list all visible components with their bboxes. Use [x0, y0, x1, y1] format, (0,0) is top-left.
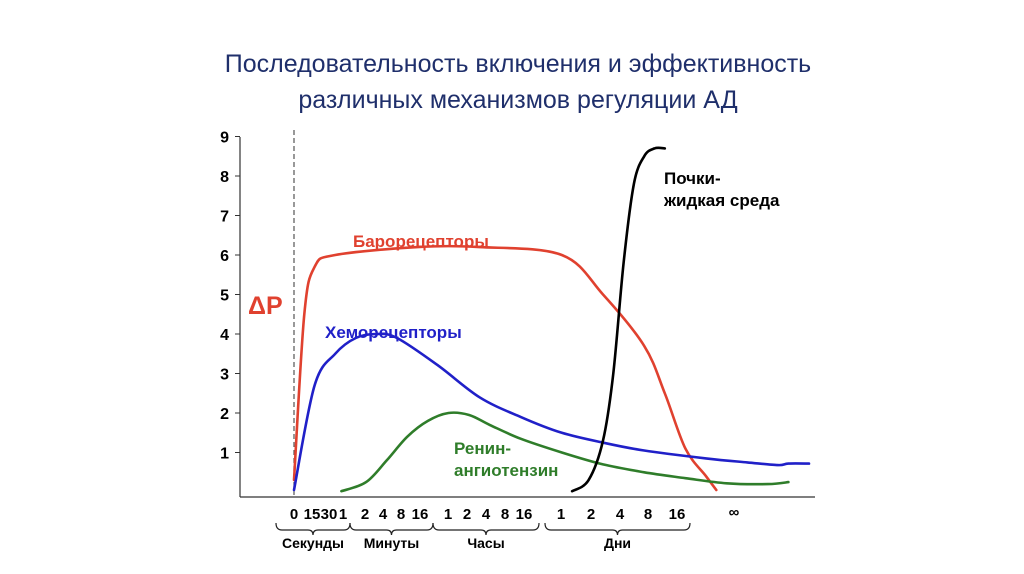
- x-ticks: 0 15 30 1 2 4 8 16 1 2 4 8 16 1 2 4 8 16 ∞: [290, 504, 740, 523]
- x-tick-label: 2: [361, 506, 369, 523]
- y-tick-label: 5: [220, 288, 229, 305]
- time-group-label: Часы: [467, 535, 504, 551]
- series-label-renin-angiotensin: Ренин-ангиотензин: [454, 439, 558, 480]
- time-group-label: Дни: [604, 535, 631, 551]
- x-tick-label: 1: [557, 506, 565, 523]
- x-tick-label: 16: [516, 506, 533, 523]
- title-line-1: Последовательность включения и эффективн…: [224, 50, 812, 78]
- x-tick-label: 8: [501, 506, 509, 523]
- x-tick-label: 30: [321, 506, 338, 523]
- x-tick-label: 15: [304, 506, 321, 523]
- time-group-braces: Секунды Минуты Часы Дни: [275, 522, 691, 551]
- time-group-brace: [275, 522, 351, 536]
- x-tick-label: ∞: [729, 504, 740, 521]
- y-axis-label: ΔP: [248, 292, 283, 320]
- x-tick-label: 2: [587, 506, 595, 523]
- axes: [239, 130, 815, 498]
- y-tick-label: 8: [220, 169, 229, 186]
- time-group-brace: [432, 522, 540, 536]
- chart-title: Последовательность включения и эффективн…: [0, 46, 1024, 118]
- series-line-renin-angiotensin: [340, 411, 790, 493]
- y-tick-label: 6: [220, 248, 229, 265]
- time-group-label: Секунды: [282, 535, 344, 551]
- x-tick-label: 16: [412, 506, 429, 523]
- series-labels: Барорецепторы Хеморецепторы Ренин-ангиотен…: [325, 169, 780, 480]
- y-ticks: 1 2 3 4 5 6 7 8 9: [220, 130, 240, 463]
- x-tick-label: 0: [290, 506, 298, 523]
- series-line-chemoreceptors: [292, 332, 811, 492]
- series-label-chemoreceptors: Хеморецепторы: [325, 323, 462, 342]
- x-tick-label: 8: [644, 506, 652, 523]
- series-group: [292, 146, 811, 493]
- x-tick-label: 4: [379, 506, 388, 523]
- y-tick-label: 1: [220, 446, 229, 463]
- y-tick-label: 7: [220, 209, 229, 226]
- series-label-baroreceptors: Барорецепторы: [353, 232, 489, 251]
- x-tick-label: 1: [444, 506, 452, 523]
- series-line-kidney-fluid: [570, 146, 667, 493]
- title-line-2: различных механизмов регуляции АД: [298, 86, 738, 114]
- y-tick-label: 4: [220, 327, 229, 344]
- x-tick-label: 8: [397, 506, 405, 523]
- x-tick-label: 4: [482, 506, 491, 523]
- x-tick-label: 2: [463, 506, 471, 523]
- time-group-label: Минуты: [364, 535, 420, 551]
- series-label-kidney-fluid: Почки-жидкая среда: [663, 169, 780, 210]
- time-group-brace: [544, 522, 691, 536]
- x-tick-label: 4: [616, 506, 625, 523]
- y-tick-label: 2: [220, 406, 229, 423]
- y-tick-label: 9: [220, 130, 229, 147]
- series-line-baroreceptors: [292, 244, 718, 492]
- x-tick-label: 16: [669, 506, 686, 523]
- x-tick-label: 1: [339, 506, 347, 523]
- y-tick-label: 3: [220, 367, 229, 384]
- time-group-brace: [349, 522, 434, 536]
